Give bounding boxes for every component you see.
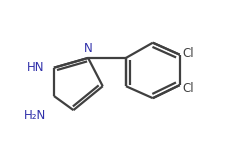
Text: N: N (84, 42, 92, 55)
Text: Cl: Cl (182, 82, 194, 95)
Text: Cl: Cl (182, 47, 194, 60)
Text: HN: HN (27, 61, 44, 74)
Text: H₂N: H₂N (24, 109, 47, 122)
